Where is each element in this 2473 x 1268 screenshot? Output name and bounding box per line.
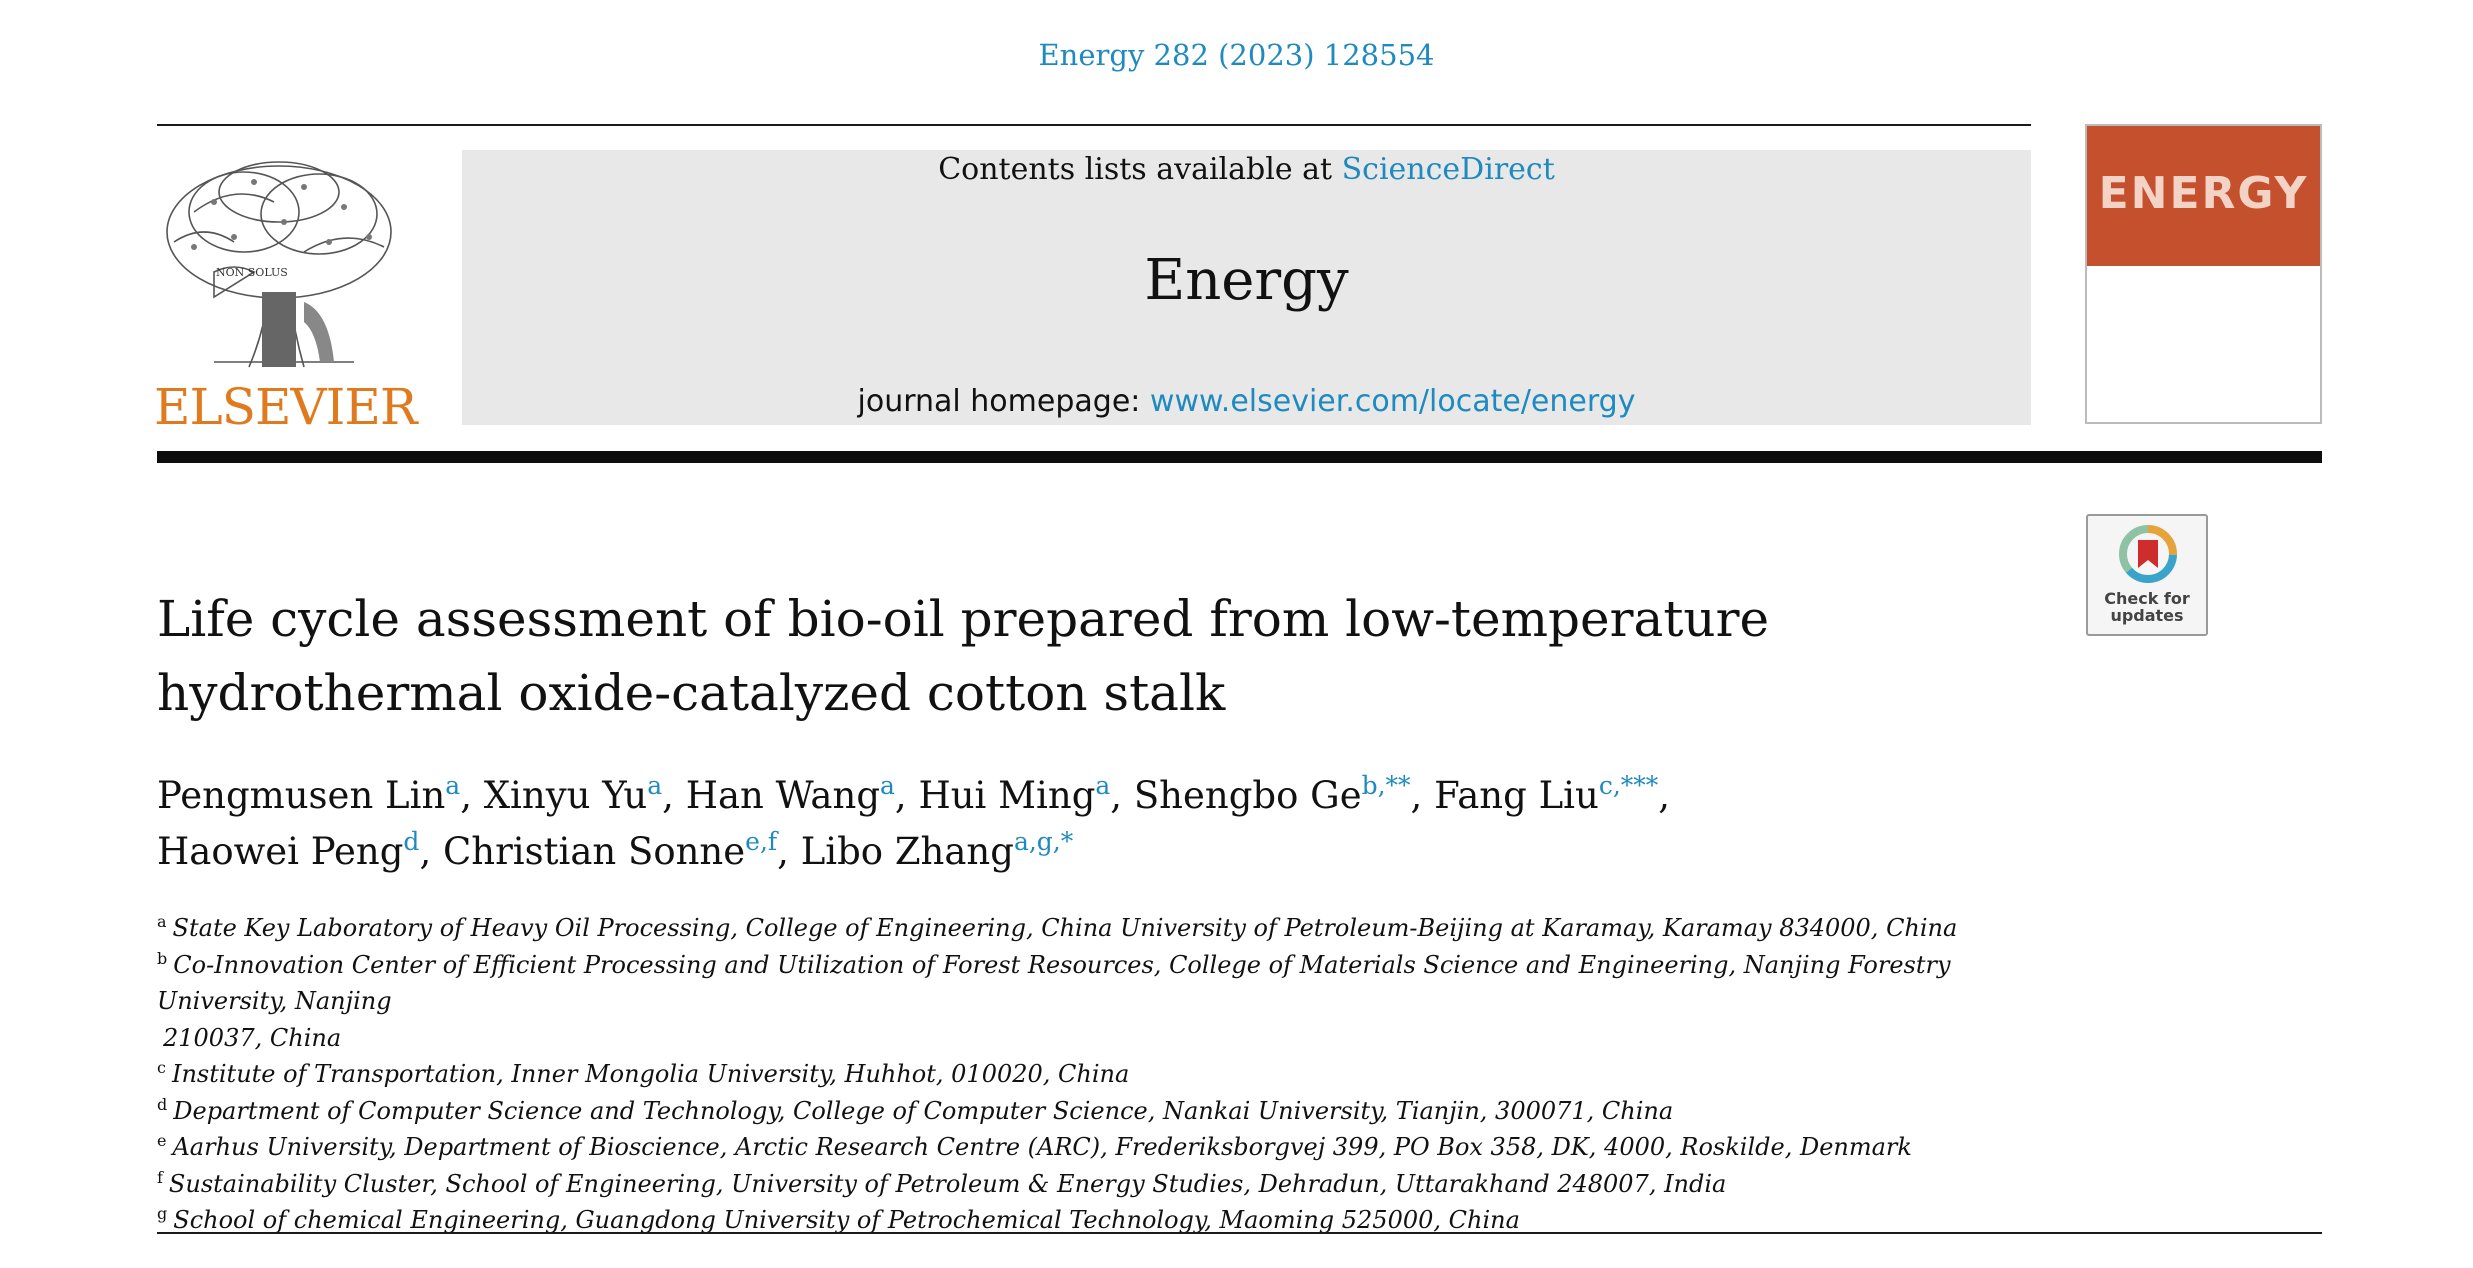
author-affiliation-mark[interactable]: a <box>445 771 461 800</box>
check-for-updates-button[interactable]: Check for updates <box>2086 514 2208 636</box>
affiliation-text: School of chemical Engineering, Guangdon… <box>173 1206 1520 1234</box>
affiliation-item: a State Key Laboratory of Heavy Oil Proce… <box>157 910 2057 947</box>
author-affiliation-mark[interactable]: a <box>880 771 895 800</box>
affiliation-mark: e <box>157 1131 167 1150</box>
author-affiliation-mark[interactable]: d <box>403 827 420 856</box>
top-divider <box>157 124 2031 126</box>
author-separator: , <box>777 830 801 873</box>
author-separator: , <box>460 774 484 817</box>
homepage-prefix: journal homepage: <box>857 384 1150 419</box>
journal-citation-link[interactable]: Energy 282 (2023) 128554 <box>1038 38 1435 72</box>
logo-motto: NON SOLUS <box>216 266 288 279</box>
author-affiliation-mark[interactable]: c,*** <box>1598 771 1659 800</box>
affiliation-list: a State Key Laboratory of Heavy Oil Proce… <box>157 910 2057 1239</box>
author-separator: , <box>1410 774 1435 817</box>
affiliation-text: 210037, China <box>163 1023 342 1052</box>
article-title: Life cycle assessment of bio-oil prepare… <box>157 590 1770 722</box>
affiliation-text: Department of Computer Science and Techn… <box>173 1096 1674 1125</box>
publisher-logo[interactable]: NON SOLUS ELSEVIER <box>154 152 417 436</box>
affiliation-item: b Co-Innovation Center of Efficient Proce… <box>157 947 2057 1020</box>
author-name[interactable]: Hui Ming <box>918 774 1096 817</box>
tree-engraving-icon: NON SOLUS <box>166 161 392 368</box>
author-affiliation-mark[interactable]: a <box>647 771 663 800</box>
journal-homepage-link[interactable]: www.elsevier.com/locate/energy <box>1149 384 1636 419</box>
affiliation-text: State Key Laboratory of Heavy Oil Proces… <box>172 914 1958 942</box>
author-name[interactable]: Pengmusen Lin <box>157 774 446 817</box>
author-name[interactable]: Han Wang <box>685 774 881 817</box>
publisher-name: ELSEVIER <box>154 378 417 436</box>
author-separator: , <box>894 774 919 817</box>
author-name[interactable]: Xinyu Yu <box>483 774 648 817</box>
author-separator: , <box>1658 774 1671 817</box>
affiliation-item: d Department of Computer Science and Tech… <box>157 1093 2057 1130</box>
author-separator: , <box>419 830 443 873</box>
journal-cover-thumbnail[interactable]: ENERGY <box>2085 124 2322 424</box>
affiliation-text: Aarhus University, Department of Bioscie… <box>172 1133 1912 1161</box>
sciencedirect-link[interactable]: ScienceDirect <box>1341 152 1555 187</box>
affiliation-item: g School of chemical Engineering, Guangdo… <box>157 1202 2057 1239</box>
author-affiliation-mark[interactable]: e,f <box>745 827 778 856</box>
contents-line: Contents lists available at ScienceDirec… <box>462 152 2031 187</box>
author-affiliation-mark[interactable]: b,** <box>1361 771 1411 800</box>
affiliation-item: f Sustainability Cluster, School of Engin… <box>157 1166 2057 1203</box>
author-separator: , <box>1110 774 1134 817</box>
affiliation-item: c Institute of Transportation, Inner Mong… <box>157 1056 2057 1093</box>
homepage-line: journal homepage: www.elsevier.com/locat… <box>462 384 2031 419</box>
cover-title: ENERGY <box>2098 168 2309 219</box>
affiliation-mark: c <box>157 1058 166 1077</box>
journal-title: Energy <box>1144 248 1349 313</box>
author-affiliation-mark[interactable]: a <box>1095 771 1111 800</box>
affiliation-mark: g <box>157 1204 168 1223</box>
journal-banner: Contents lists available at ScienceDirec… <box>462 150 2031 425</box>
header-divider <box>157 451 2322 463</box>
affiliation-mark: a <box>157 912 167 931</box>
bottom-divider <box>157 1232 2322 1234</box>
contents-prefix: Contents lists available at <box>938 152 1342 187</box>
affiliation-mark: b <box>157 948 168 968</box>
author-name[interactable]: Christian Sonne <box>442 830 746 873</box>
affiliation-mark: f <box>157 1167 163 1187</box>
author-name[interactable]: Haowei Peng <box>157 830 404 873</box>
author-name[interactable]: Shengbo Ge <box>1133 774 1362 817</box>
affiliation-text: Sustainability Cluster, School of Engine… <box>168 1169 1727 1198</box>
author-list: Pengmusen Lina, Xinyu Yua, Han Wanga, Hu… <box>157 768 2107 880</box>
affiliation-item: e Aarhus University, Department of Biosci… <box>157 1129 2057 1166</box>
affiliation-text: Institute of Transportation, Inner Mongo… <box>171 1060 1130 1088</box>
author-affiliation-mark[interactable]: a,g,* <box>1013 827 1074 856</box>
affiliation-text: Co-Innovation Center of Efficient Proces… <box>157 950 1951 1016</box>
affiliation-item: 210037, China <box>157 1020 2057 1057</box>
badge-label: Check for updates <box>2104 589 2190 625</box>
affiliation-mark: d <box>157 1094 168 1114</box>
author-name[interactable]: Fang Liu <box>1434 774 1599 817</box>
bookmark-ring-icon <box>2119 525 2177 583</box>
author-name[interactable]: Libo Zhang <box>800 830 1014 873</box>
cover-header-band <box>2087 126 2320 266</box>
author-separator: , <box>662 774 686 817</box>
